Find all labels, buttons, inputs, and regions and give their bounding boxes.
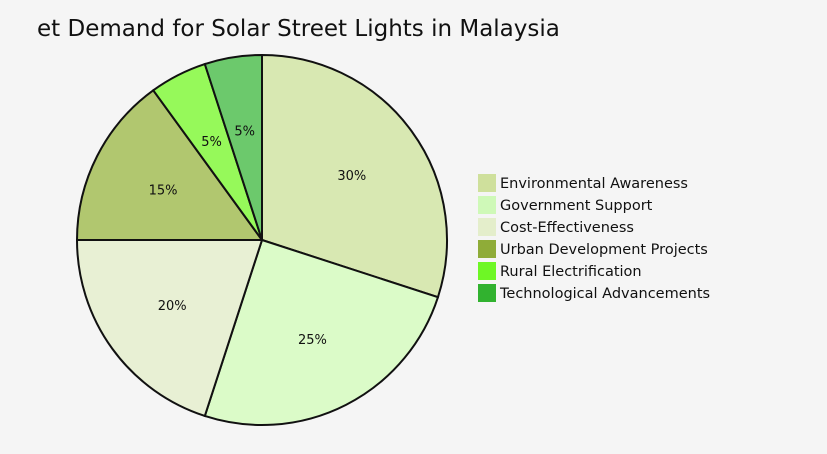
legend-swatch: [478, 240, 496, 258]
legend-label: Rural Electrification: [500, 264, 642, 280]
legend-label: Cost-Effectiveness: [500, 220, 634, 236]
chart-title: et Demand for Solar Street Lights in Mal…: [37, 16, 560, 42]
legend-swatch: [478, 174, 496, 192]
pie-slice-labels: 30% 25% 20% 15% 5% 5%: [149, 124, 367, 348]
legend-swatch: [478, 218, 496, 236]
slice-label: 30%: [337, 169, 366, 184]
pie-slice-urban-development-projects: [75, 88, 264, 241]
legend-label: Government Support: [500, 198, 653, 214]
slice-label: 25%: [298, 333, 327, 348]
slice-label: 20%: [158, 299, 187, 314]
slice-label: 15%: [149, 184, 178, 199]
pie-slice-technological-advancements: [203, 53, 263, 241]
pie-slice-cost-effectiveness: [75, 239, 264, 418]
legend-swatch: [478, 284, 496, 302]
legend-swatch: [478, 262, 496, 280]
slice-label: 5%: [234, 124, 255, 139]
pie-slice-government-support: [203, 238, 440, 426]
legend-label: Environmental Awareness: [500, 176, 688, 192]
slice-label: 5%: [201, 135, 222, 150]
legend-label: Urban Development Projects: [500, 242, 708, 258]
legend: Environmental Awareness Government Suppor…: [478, 174, 710, 302]
pie-slices: [75, 53, 448, 426]
legend-swatch: [478, 196, 496, 214]
pie-slice-environmental-awareness: [261, 53, 448, 299]
legend-label: Technological Advancements: [499, 286, 710, 302]
